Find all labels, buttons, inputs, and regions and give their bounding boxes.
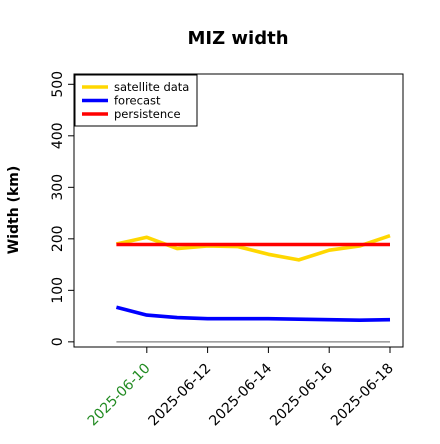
y-tick-label: 100 — [50, 277, 66, 304]
y-tick-label: 200 — [50, 225, 66, 252]
x-tick-label: 2025-06-12 — [146, 361, 215, 430]
legend-label-persistence: persistence — [114, 107, 181, 121]
x-tick-label-highlighted: 2025-06-10 — [85, 361, 154, 430]
x-tick-label: 2025-06-16 — [267, 360, 336, 429]
y-axis-label: Width (km) — [6, 166, 22, 255]
legend-label-forecast: forecast — [114, 94, 161, 108]
series-line-satellite-data — [116, 233, 391, 262]
y-tick-label: 400 — [50, 122, 66, 149]
y-tick-label: 500 — [50, 71, 66, 98]
y-tick-label: 300 — [50, 174, 66, 201]
legend-label-satellite-data: satellite data — [114, 80, 189, 94]
plot-layer — [115, 233, 391, 343]
x-tick-label: 2025-06-18 — [328, 361, 397, 430]
x-tick-label: 2025-06-14 — [206, 360, 275, 429]
series-line-forecast — [115, 305, 391, 323]
y-tick-label: 0 — [50, 337, 66, 346]
plot-frame — [73, 73, 404, 348]
chart-title: MIZ width — [187, 28, 288, 49]
